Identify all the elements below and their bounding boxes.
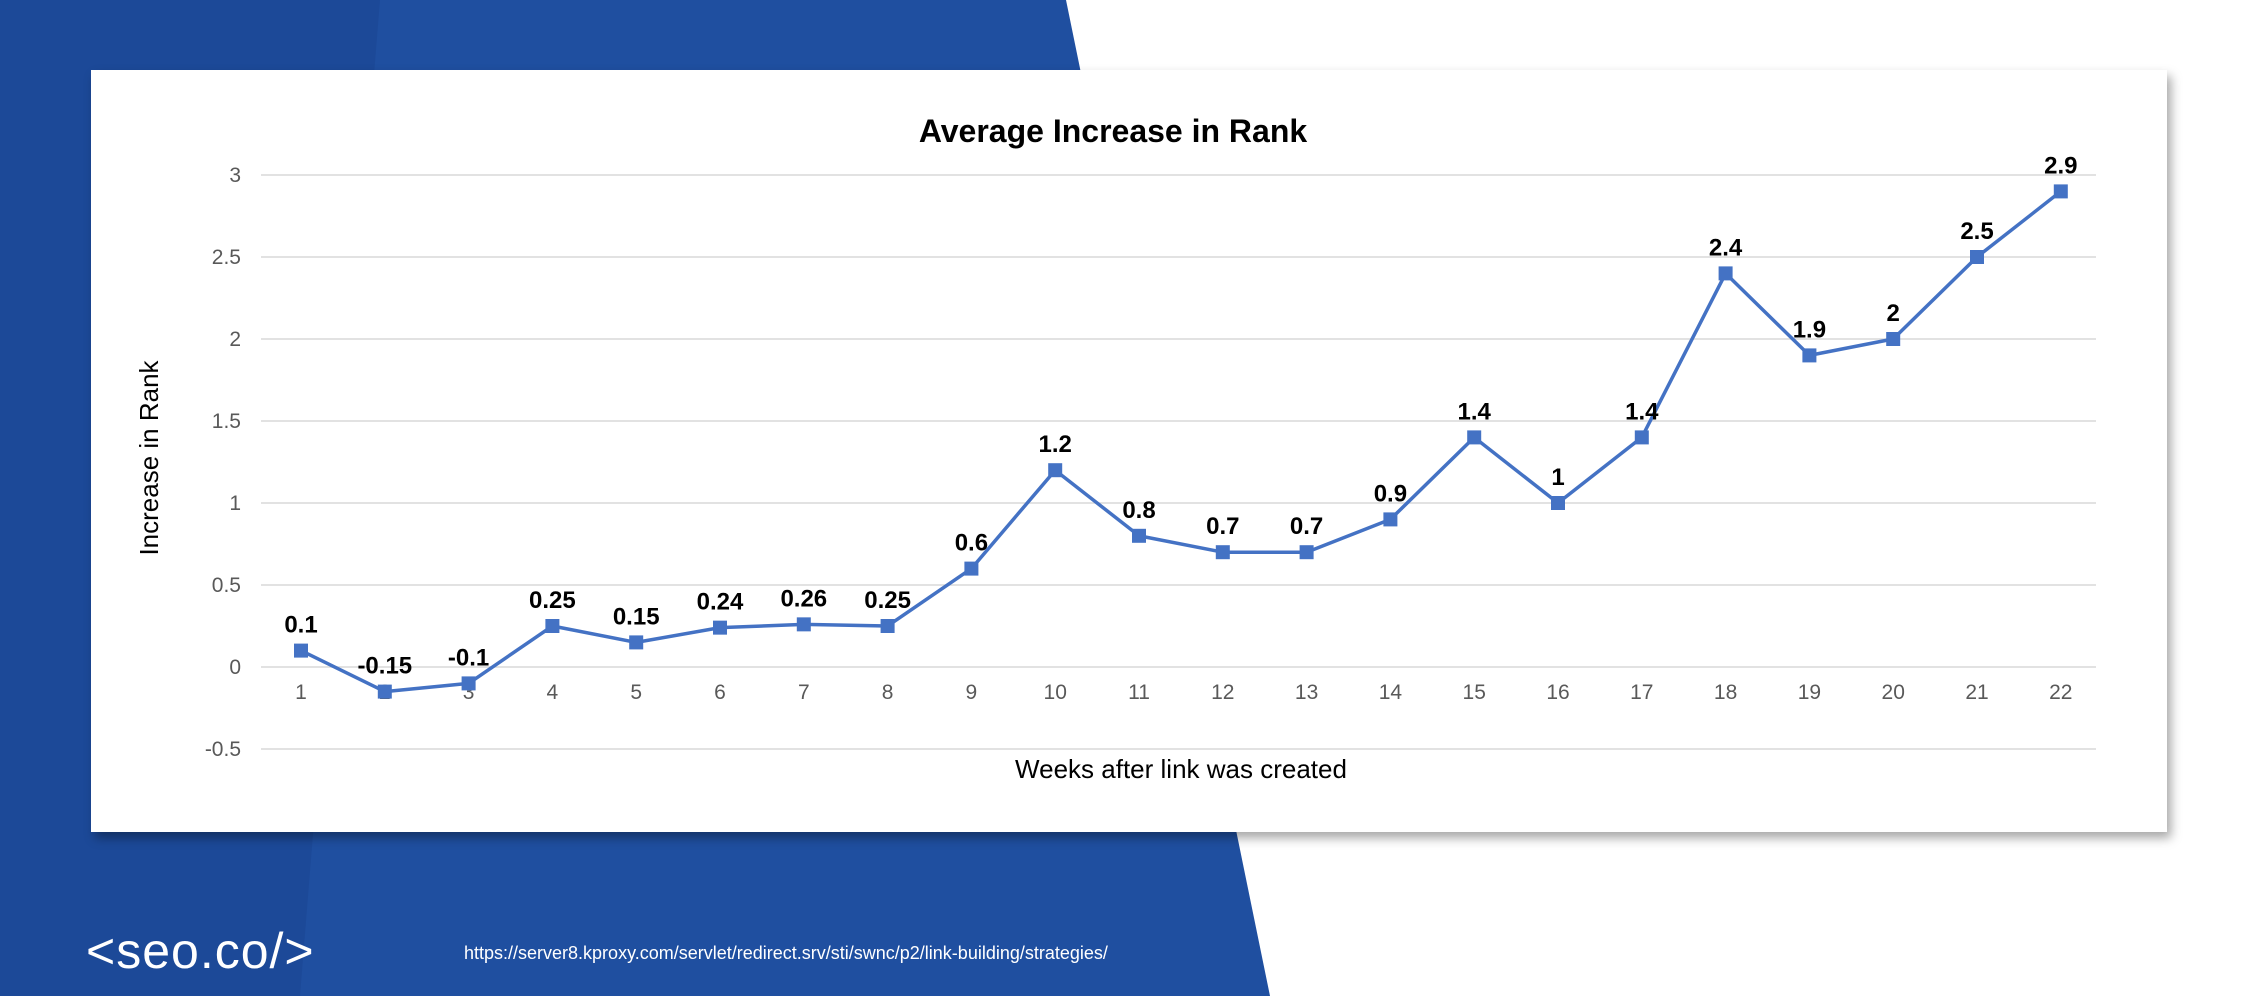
data-label: 0.26 <box>780 585 827 612</box>
x-tick-label: 16 <box>1546 681 1569 704</box>
data-point-marker <box>1048 463 1063 478</box>
x-axis-ticks: 12345678910111213141516171819202122 <box>295 681 2072 704</box>
x-tick-label: 14 <box>1379 681 1403 704</box>
data-point-marker <box>377 684 392 699</box>
x-tick-label: 15 <box>1463 681 1486 704</box>
y-tick-label: 0 <box>229 656 241 679</box>
data-point-marker <box>1467 430 1482 445</box>
data-label: 2.9 <box>2044 152 2077 179</box>
x-tick-label: 20 <box>1882 681 1905 704</box>
data-label: 0.9 <box>1374 480 1407 507</box>
data-label: 0.7 <box>1290 513 1323 540</box>
y-tick-label: 1 <box>229 492 241 515</box>
data-label: 2 <box>1887 300 1900 327</box>
x-tick-label: 11 <box>1128 681 1150 704</box>
data-point-marker <box>880 619 895 633</box>
data-point-marker <box>796 617 811 632</box>
x-tick-label: 17 <box>1630 681 1653 704</box>
series-line <box>300 190 2062 694</box>
data-label: 2.4 <box>1709 234 1743 261</box>
data-point-marker <box>1970 250 1984 264</box>
data-label: 0.25 <box>529 587 576 614</box>
gridlines <box>261 174 2096 750</box>
data-point-marker <box>294 643 308 658</box>
x-tick-label: 9 <box>966 681 978 704</box>
data-point-marker <box>1132 528 1146 543</box>
x-tick-label: 3 <box>463 681 475 704</box>
y-axis-ticks: -0.5 0 0.5 1 1.5 2 2.5 3 <box>205 164 241 761</box>
data-label: 1.4 <box>1625 398 1659 425</box>
data-label: 1 <box>1551 464 1564 491</box>
data-label: 1.9 <box>1793 316 1826 343</box>
data-point-marker <box>1886 332 1901 346</box>
data-label: 0.25 <box>864 587 911 614</box>
x-tick-label: 8 <box>882 681 894 704</box>
y-tick-label: 3 <box>229 164 241 187</box>
x-axis-label: Weeks after link was created <box>1015 754 1347 784</box>
data-point-marker <box>964 561 979 576</box>
data-point-marker <box>1802 348 1817 363</box>
data-label: 0.1 <box>284 612 317 639</box>
data-point-marker <box>1634 430 1649 445</box>
seo-co-logo: <seo.co/> <box>86 923 315 979</box>
data-point-marker <box>1551 496 1565 510</box>
x-tick-label: 4 <box>547 681 559 704</box>
source-url[interactable]: https://server8.kproxy.com/servlet/redir… <box>464 943 1108 963</box>
series-markers <box>294 184 2068 699</box>
data-label: 0.15 <box>613 603 660 630</box>
chart-card: Average Increase in Rank -0.5 0 0.5 1 1.5 2 2.… <box>91 70 2167 832</box>
x-tick-label: 12 <box>1211 681 1234 704</box>
x-tick-label: 1 <box>295 681 307 704</box>
x-tick-label: 5 <box>630 681 642 704</box>
data-label: 0.7 <box>1206 513 1239 540</box>
x-tick-label: 10 <box>1044 681 1067 704</box>
y-axis-label: Increase in Rank <box>134 359 164 555</box>
data-point-marker <box>1718 266 1733 281</box>
x-tick-label: 18 <box>1714 681 1737 704</box>
data-point-marker <box>629 635 644 650</box>
data-point-marker <box>1299 545 1314 560</box>
x-tick-label: 7 <box>798 681 810 704</box>
data-label: 0.6 <box>955 530 988 557</box>
x-tick-label: 6 <box>714 681 726 704</box>
chart-title: Average Increase in Rank <box>919 113 1308 149</box>
x-tick-label: 22 <box>2049 681 2072 704</box>
data-label: 1.4 <box>1458 398 1492 425</box>
data-point-marker <box>1383 512 1398 527</box>
series-line-path <box>300 190 2062 694</box>
y-tick-label: 0.5 <box>212 574 241 597</box>
x-tick-label: 19 <box>1798 681 1821 704</box>
x-tick-label: 13 <box>1295 681 1318 704</box>
line-chart: Average Increase in Rank -0.5 0 0.5 1 1.5 2 2.… <box>134 113 2096 784</box>
data-point-marker <box>545 619 560 633</box>
y-tick-label: 1.5 <box>212 410 241 433</box>
data-label: -0.1 <box>448 644 489 671</box>
data-label: 2.5 <box>1960 218 1993 245</box>
x-tick-label: 21 <box>1965 681 1988 704</box>
y-tick-label: -0.5 <box>205 738 241 761</box>
data-label: 0.24 <box>697 589 744 616</box>
data-label: -0.15 <box>357 653 412 680</box>
data-point-marker <box>713 620 727 635</box>
y-tick-label: 2 <box>229 328 241 351</box>
data-label: 1.2 <box>1039 431 1072 458</box>
data-point-marker <box>461 676 476 691</box>
data-point-marker <box>2053 184 2068 199</box>
data-label: 0.8 <box>1122 497 1155 524</box>
data-labels: 0.1 -0.15 -0.1 0.25 0.15 0.24 0.26 0.25 0.6 1.2 0.… <box>284 152 2077 679</box>
y-tick-label: 2.5 <box>212 246 241 269</box>
data-point-marker <box>1215 545 1230 560</box>
